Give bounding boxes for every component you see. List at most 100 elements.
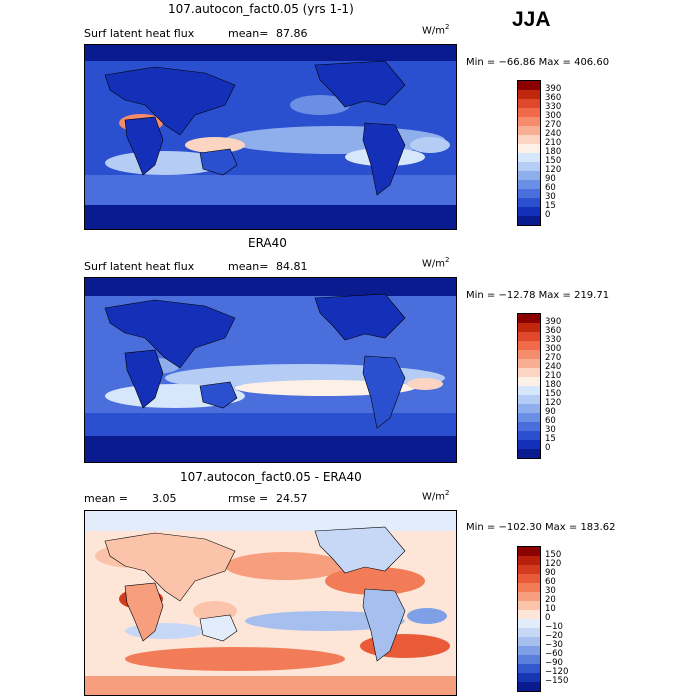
panel3-colorbar-swatch bbox=[518, 655, 540, 664]
panel2-title: ERA40 bbox=[248, 236, 287, 250]
colorbar-tick-label: 210 bbox=[545, 138, 562, 148]
colorbar-tick-label: 90 bbox=[545, 174, 556, 184]
colorbar-tick-label: 180 bbox=[545, 380, 562, 390]
panel1-colorbar-swatch bbox=[518, 117, 540, 126]
panel1-map bbox=[84, 44, 457, 230]
panel3-minmax: Min = −102.30 Max = 183.62 bbox=[466, 522, 616, 533]
colorbar-tick-label: 240 bbox=[545, 129, 562, 139]
colorbar-tick-label: 90 bbox=[545, 407, 556, 417]
colorbar-tick-label: 30 bbox=[545, 192, 556, 202]
colorbar-tick-label: 180 bbox=[545, 147, 562, 157]
colorbar-tick-label: 150 bbox=[545, 156, 562, 166]
panel2-colorbar-swatch bbox=[518, 368, 540, 377]
colorbar-tick-label: 15 bbox=[545, 201, 556, 211]
panel2-colorbar-swatch bbox=[518, 395, 540, 404]
colorbar-tick-label: 120 bbox=[545, 165, 562, 175]
panel2-map-svg bbox=[85, 278, 456, 462]
panel2-colorbar-swatch bbox=[518, 332, 540, 341]
panel1-units: W/m2 bbox=[422, 23, 450, 37]
panel3-colorbar-swatch bbox=[518, 583, 540, 592]
colorbar-tick-label: 60 bbox=[545, 577, 556, 587]
panel1-map-svg bbox=[85, 45, 456, 229]
panel2-colorbar-swatch bbox=[518, 359, 540, 368]
panel1-colorbar-swatch bbox=[518, 189, 540, 198]
panel1-title: 107.autocon_fact0.05 (yrs 1-1) bbox=[168, 2, 354, 16]
colorbar-tick-label: 300 bbox=[545, 344, 562, 354]
panel3-colorbar-swatch bbox=[518, 556, 540, 565]
panel2-colorbar-swatch bbox=[518, 350, 540, 359]
panel1-colorbar bbox=[517, 80, 541, 226]
panel3-units: W/m2 bbox=[422, 489, 450, 503]
panel1-colorbar-swatch bbox=[518, 216, 540, 225]
colorbar-tick-label: 360 bbox=[545, 93, 562, 103]
colorbar-tick-label: 120 bbox=[545, 559, 562, 569]
panel1-colorbar-swatch bbox=[518, 207, 540, 216]
colorbar-tick-label: 360 bbox=[545, 326, 562, 336]
panel2-minmax: Min = −12.78 Max = 219.71 bbox=[466, 290, 610, 301]
colorbar-tick-label: 60 bbox=[545, 183, 556, 193]
panel3-rmse-value: 24.57 bbox=[276, 492, 308, 505]
panel2-colorbar-swatch bbox=[518, 323, 540, 332]
panel3-mean-label: mean = bbox=[84, 492, 128, 505]
panel2-colorbar-swatch bbox=[518, 422, 540, 431]
panel1-colorbar-swatch bbox=[518, 171, 540, 180]
colorbar-tick-label: 0 bbox=[545, 613, 551, 623]
colorbar-tick-label: 120 bbox=[545, 398, 562, 408]
colorbar-tick-label: 15 bbox=[545, 434, 556, 444]
colorbar-tick-label: −60 bbox=[545, 649, 563, 659]
panel1-mean-value: 87.86 bbox=[276, 27, 308, 40]
panel2-variable-label: Surf latent heat flux bbox=[84, 260, 195, 273]
panel3-colorbar-swatch bbox=[518, 619, 540, 628]
colorbar-tick-label: 150 bbox=[545, 550, 562, 560]
panel1-colorbar-swatch bbox=[518, 144, 540, 153]
panel1-colorbar-swatch bbox=[518, 198, 540, 207]
colorbar-tick-label: −10 bbox=[545, 622, 563, 632]
panel1-colorbar-swatch bbox=[518, 135, 540, 144]
colorbar-tick-label: 270 bbox=[545, 120, 562, 130]
panel3-colorbar-swatch bbox=[518, 673, 540, 682]
panel2-map bbox=[84, 277, 457, 463]
colorbar-tick-label: 330 bbox=[545, 335, 562, 345]
colorbar-tick-label: −90 bbox=[545, 658, 563, 668]
colorbar-tick-label: 270 bbox=[545, 353, 562, 363]
panel3-colorbar-swatch bbox=[518, 547, 540, 556]
colorbar-tick-label: 0 bbox=[545, 443, 551, 453]
panel1-variable-label: Surf latent heat flux bbox=[84, 27, 195, 40]
panel2-colorbar-swatch bbox=[518, 386, 540, 395]
panel3-map-svg bbox=[85, 511, 456, 695]
panel3-colorbar-swatch bbox=[518, 646, 540, 655]
panel1-colorbar-swatch bbox=[518, 99, 540, 108]
panel2-units: W/m2 bbox=[422, 256, 450, 270]
panel2-colorbar-swatch bbox=[518, 404, 540, 413]
panel3-colorbar-swatch bbox=[518, 637, 540, 646]
panel1-colorbar-swatch bbox=[518, 180, 540, 189]
colorbar-tick-label: −120 bbox=[545, 667, 569, 677]
colorbar-tick-label: −20 bbox=[545, 631, 563, 641]
panel2-mean-value: 84.81 bbox=[276, 260, 308, 273]
panel1-minmax: Min = −66.86 Max = 406.60 bbox=[466, 57, 610, 68]
panel3-map bbox=[84, 510, 457, 696]
panel2-colorbar bbox=[517, 313, 541, 459]
panel3-colorbar-swatch bbox=[518, 592, 540, 601]
colorbar-tick-label: 330 bbox=[545, 102, 562, 112]
panel2-colorbar-swatch bbox=[518, 377, 540, 386]
colorbar-tick-label: −30 bbox=[545, 640, 563, 650]
colorbar-tick-label: 240 bbox=[545, 362, 562, 372]
colorbar-tick-label: 60 bbox=[545, 416, 556, 426]
colorbar-tick-label: 300 bbox=[545, 111, 562, 121]
panel2-colorbar-swatch bbox=[518, 440, 540, 449]
panel3-colorbar-swatch bbox=[518, 601, 540, 610]
colorbar-tick-label: −150 bbox=[545, 676, 569, 686]
colorbar-tick-label: 10 bbox=[545, 604, 556, 614]
panel2-colorbar-swatch bbox=[518, 413, 540, 422]
panel1-colorbar-swatch bbox=[518, 153, 540, 162]
panel1-colorbar-swatch bbox=[518, 162, 540, 171]
panel2-colorbar-swatch bbox=[518, 314, 540, 323]
colorbar-tick-label: 390 bbox=[545, 84, 562, 94]
panel2-colorbar-swatch bbox=[518, 431, 540, 440]
panel2-colorbar-swatch bbox=[518, 341, 540, 350]
colorbar-tick-label: 30 bbox=[545, 425, 556, 435]
colorbar-tick-label: 390 bbox=[545, 317, 562, 327]
panel1-colorbar-swatch bbox=[518, 81, 540, 90]
colorbar-tick-label: 210 bbox=[545, 371, 562, 381]
